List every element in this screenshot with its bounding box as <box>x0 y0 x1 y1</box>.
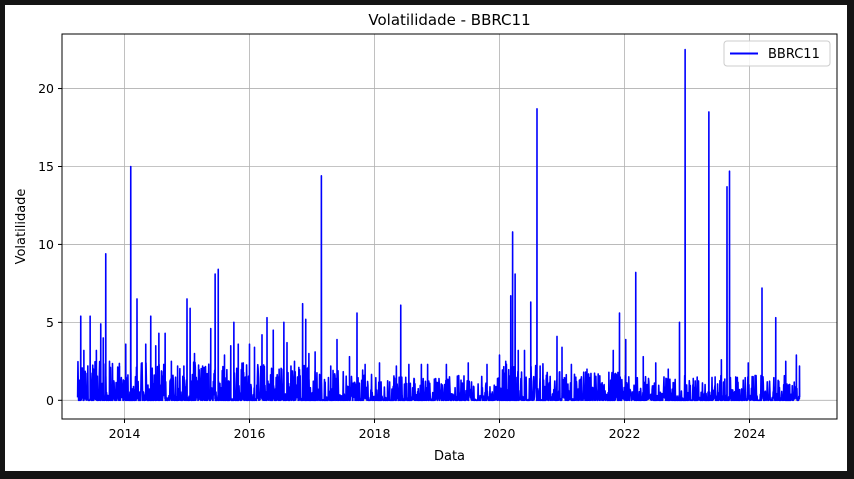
y-tick-label: 20 <box>38 81 54 96</box>
series-layer <box>76 48 801 402</box>
legend-box <box>723 40 831 67</box>
chart-title: Volatilidade - BBRC11 <box>368 11 530 29</box>
y-tick-label: 0 <box>46 393 54 408</box>
x-axis-label: Data <box>434 449 465 464</box>
chart-svg: 2014 2016 2018 2020 2022 2024 0 5 10 15 20 Volatil… <box>14 11 838 464</box>
axis-ticks: 2014 2016 2018 2020 2022 2024 0 5 10 15 20 <box>38 81 765 441</box>
x-tick-label: 2016 <box>234 426 266 441</box>
chart-figure: 2014 2016 2018 2020 2022 2024 0 5 10 15 20 Volatil… <box>5 5 847 471</box>
x-tick-label: 2024 <box>734 426 766 441</box>
y-tick-label: 10 <box>38 237 54 252</box>
series-line-bbrc11 <box>76 48 801 402</box>
x-tick-label: 2014 <box>109 426 141 441</box>
legend-entry-bbrc11: BBRC11 <box>768 47 820 62</box>
x-tick-label: 2020 <box>484 426 516 441</box>
plot-area-frame <box>61 33 838 420</box>
x-tick-label: 2018 <box>359 426 391 441</box>
legend: BBRC11 <box>723 40 831 67</box>
y-axis-label: Volatilidade <box>14 189 29 265</box>
y-tick-label: 5 <box>46 315 54 330</box>
x-tick-label: 2022 <box>609 426 641 441</box>
y-tick-label: 15 <box>38 159 54 174</box>
